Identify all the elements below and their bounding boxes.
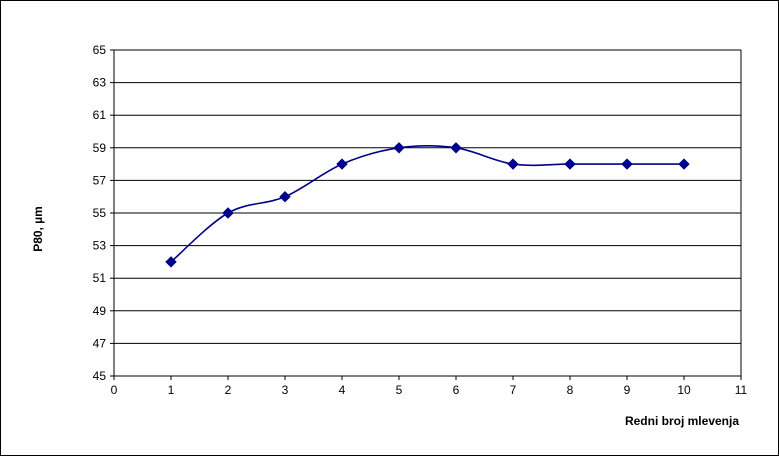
x-tick-label: 1 <box>168 383 175 397</box>
data-point-marker <box>450 142 462 154</box>
x-tick-label: 7 <box>510 383 517 397</box>
y-tick-label: 63 <box>93 76 107 90</box>
y-tick-labels: 45 47 49 51 53 55 57 59 61 63 65 <box>93 43 107 383</box>
data-point-marker <box>564 158 576 170</box>
data-point-marker <box>393 142 405 154</box>
y-tick-label: 53 <box>93 239 107 253</box>
data-point-marker <box>279 190 291 203</box>
y-tick-label: 45 <box>93 369 107 383</box>
data-point-marker <box>336 158 348 170</box>
series-line-0 <box>170 144 684 263</box>
x-tick-label: 11 <box>735 383 748 397</box>
x-tick-label: 9 <box>624 383 631 397</box>
x-tick-label: 8 <box>567 383 574 397</box>
y-tick-label: 65 <box>93 43 107 57</box>
data-point-marker <box>678 158 690 170</box>
data-point-marker <box>165 256 177 268</box>
y-tick-label: 59 <box>93 141 107 155</box>
data-point-marker <box>507 158 519 170</box>
x-tick-label: 0 <box>111 383 118 397</box>
data-point-marker <box>621 158 633 170</box>
series-layer <box>165 142 690 268</box>
x-tick-label: 5 <box>396 383 403 397</box>
x-tick-label: 10 <box>677 383 691 397</box>
y-tick-label: 49 <box>93 304 107 318</box>
x-tick-label: 3 <box>282 383 289 397</box>
x-tick-labels: 0 1 2 3 4 5 6 7 8 9 10 11 <box>111 383 748 397</box>
y-tick-label: 55 <box>93 206 107 220</box>
data-point-marker <box>222 207 234 219</box>
y-tick-label: 51 <box>93 271 107 285</box>
y-tick-label: 61 <box>93 108 107 122</box>
y-tick-label: 57 <box>93 173 107 187</box>
axes <box>110 49 742 380</box>
x-tick-label: 6 <box>453 383 460 397</box>
y-axis-title: P80, µm <box>31 206 45 252</box>
x-tick-label: 4 <box>339 383 346 397</box>
x-tick-label: 2 <box>225 383 232 397</box>
y-tick-label: 47 <box>93 336 107 350</box>
gridlines <box>114 49 741 344</box>
x-axis-title: Redni broj mlevenja <box>625 414 739 428</box>
